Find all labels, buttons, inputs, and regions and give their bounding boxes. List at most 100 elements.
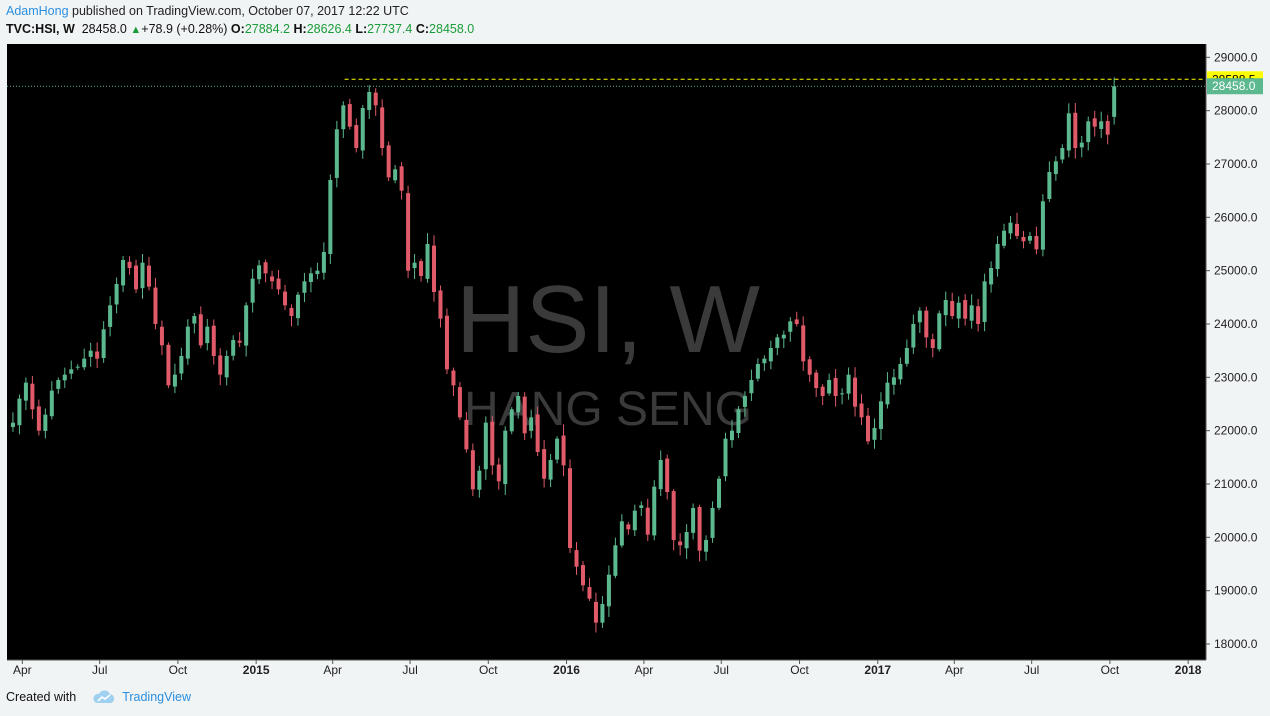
candle-body — [697, 506, 702, 551]
time-tick-label: Jul — [714, 663, 729, 677]
close-label: C: — [415, 22, 430, 36]
candle-body — [1112, 86, 1117, 117]
candle-body — [613, 545, 618, 576]
candle-body — [302, 281, 307, 293]
time-axis: Apr Jul Oct 2015 Apr Jul Oct 2016 Apr Jul Oct 2017 A… — [13, 660, 1202, 677]
price-tick-label: 24000.0 — [1214, 317, 1258, 331]
candle-body — [1099, 121, 1104, 129]
candle-body — [23, 382, 28, 401]
candle-body — [354, 125, 359, 148]
candle-body — [56, 380, 61, 389]
open-label: O: — [230, 22, 245, 36]
candle-body — [652, 486, 657, 536]
candle-body — [237, 340, 242, 343]
low-value: 27737.4 — [367, 22, 413, 36]
candle-body — [885, 382, 890, 405]
candle-body — [470, 450, 475, 490]
price-tick-label: 22000.0 — [1214, 424, 1258, 438]
candle-body — [185, 326, 190, 359]
low-label: L: — [355, 22, 368, 36]
price-tick-label: 23000.0 — [1214, 370, 1258, 384]
price-axis-bg[interactable] — [1206, 44, 1270, 660]
candle-body — [723, 438, 728, 477]
candle-body — [419, 261, 424, 276]
tradingview-brand: TradingView — [122, 690, 191, 704]
time-tick-label: 2018 — [1175, 663, 1202, 677]
candle-body — [717, 478, 722, 508]
candle-body — [75, 366, 80, 368]
candle-body — [872, 428, 877, 440]
candle-body — [522, 396, 527, 434]
up-arrow-icon: ▲ — [130, 24, 142, 36]
author-link[interactable]: AdamHong — [6, 4, 69, 18]
plot-area[interactable] — [7, 44, 1206, 660]
candle-body — [69, 369, 74, 374]
candle-body — [606, 574, 611, 607]
candle-body — [736, 409, 741, 434]
candle-body — [257, 265, 262, 280]
candle-body — [1092, 118, 1097, 127]
time-tick-label: Apr — [635, 663, 654, 677]
candle-body — [49, 390, 54, 417]
candle-body — [406, 193, 411, 271]
candle-body — [360, 108, 365, 151]
change-value: +78.9 (+0.28%) — [141, 22, 228, 36]
candle-body — [749, 380, 754, 394]
candle-body — [295, 294, 300, 319]
candle-body — [308, 273, 313, 282]
candle-body — [542, 449, 547, 479]
candle-body — [95, 351, 100, 359]
candle-body — [587, 587, 592, 599]
candle-body — [878, 401, 883, 429]
candle-body — [198, 314, 203, 346]
candle-body — [146, 265, 151, 287]
candle-body — [568, 468, 573, 548]
candle-body — [691, 508, 696, 533]
time-axis-bg[interactable] — [7, 660, 1206, 680]
publish-info: AdamHong published on TradingView.com, O… — [6, 4, 409, 18]
symbol-label: TVC:HSI, W — [6, 22, 75, 36]
candle-body — [768, 348, 773, 362]
candle-body — [898, 364, 903, 380]
tradingview-link[interactable]: TradingView — [84, 690, 191, 704]
candle-body — [270, 276, 275, 282]
cloud-icon — [93, 690, 115, 703]
price-tick-label: 19000.0 — [1214, 584, 1258, 598]
candle-body — [438, 290, 443, 319]
candle-body — [1008, 222, 1013, 234]
price-tick-label: 28000.0 — [1214, 104, 1258, 118]
candle-body — [224, 356, 229, 378]
candle-body — [930, 339, 935, 348]
candle-body — [969, 305, 974, 321]
candle-body — [1034, 235, 1039, 250]
candle-body — [328, 180, 333, 255]
candle-body — [1014, 223, 1020, 236]
candle-body — [393, 169, 398, 181]
candle-body — [801, 325, 806, 362]
candle-body — [10, 422, 15, 428]
candle-body — [30, 383, 35, 410]
candle-body — [794, 319, 799, 324]
candle-body — [600, 604, 605, 623]
candle-body — [788, 321, 793, 332]
candle-body — [509, 409, 514, 432]
watermark: HSI, W HANG SENG — [456, 266, 760, 436]
candle-body — [159, 326, 164, 346]
candle-body — [205, 326, 210, 344]
candle-body — [444, 315, 449, 370]
candle-body — [457, 387, 462, 418]
ohlc-legend: TVC:HSI, W 28458.0 ▲+78.9 (+0.28%) O:278… — [6, 22, 474, 36]
candle-body — [755, 364, 760, 379]
candle-body — [963, 300, 968, 319]
candle-body — [373, 92, 378, 106]
candle-body — [1105, 121, 1110, 135]
candle-body — [263, 262, 268, 274]
candle-body — [276, 278, 281, 290]
time-tick-label: Apr — [945, 663, 964, 677]
candle-body — [464, 419, 469, 450]
candle-body — [781, 334, 786, 339]
candle-body — [911, 324, 916, 348]
candle-body — [827, 380, 832, 394]
candle-body — [367, 92, 372, 110]
